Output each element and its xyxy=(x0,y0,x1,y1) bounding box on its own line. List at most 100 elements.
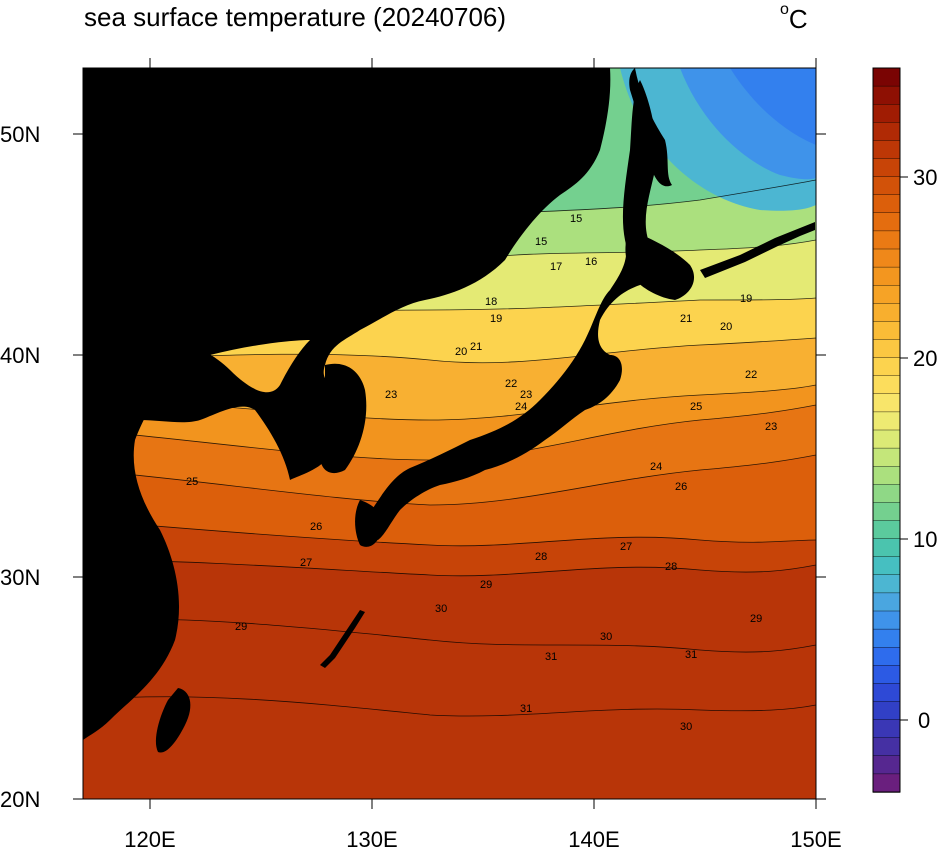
ryukyu-islands xyxy=(320,610,365,668)
colorbar-segment xyxy=(872,502,901,522)
colorbar-segment xyxy=(872,773,901,793)
hokkaido-island xyxy=(625,230,695,300)
lat-tick-labels: 50N 40N 30N 20N xyxy=(0,122,40,812)
contour-label: 23 xyxy=(765,421,777,433)
lat-tick-label: 40N xyxy=(0,343,40,368)
lon-tick-label: 140E xyxy=(568,827,619,852)
colorbar-segment xyxy=(872,701,901,721)
contour-label: 28 xyxy=(535,551,547,563)
contour-label: 19 xyxy=(740,293,752,305)
colorbar-segment xyxy=(872,194,901,214)
contour-label: 22 xyxy=(505,378,517,390)
contour-lines xyxy=(83,179,816,717)
colorbar-segment xyxy=(872,610,901,630)
contour-label: 31 xyxy=(545,651,557,663)
colorbar-tick-label: 10 xyxy=(913,527,937,552)
contour-label: 31 xyxy=(685,649,697,661)
unit-letter: C xyxy=(788,4,808,34)
contour-label: 23 xyxy=(520,389,532,401)
lat-tick-label: 20N xyxy=(0,787,40,812)
lon-tick-label: 130E xyxy=(346,827,397,852)
contour-label: 30 xyxy=(680,721,692,733)
colorbar-tick-labels: 30 20 10 0 xyxy=(913,165,937,733)
taiwan-island xyxy=(155,688,191,753)
colorbar-segment xyxy=(872,176,901,196)
colorbar xyxy=(872,67,901,793)
contour-label: 18 xyxy=(485,296,497,308)
colorbar-segment xyxy=(872,574,901,594)
colorbar-segment xyxy=(872,556,901,576)
colorbar-frame xyxy=(872,67,901,793)
contour-label: 26 xyxy=(310,521,322,533)
contour-label: 21 xyxy=(470,341,482,353)
contour-label: 26 xyxy=(675,481,687,493)
contour-label: 22 xyxy=(745,369,757,381)
colorbar-segment xyxy=(872,357,901,377)
lat-tick-marks xyxy=(73,133,826,800)
contour-label: 24 xyxy=(515,401,527,413)
contour-label: 19 xyxy=(490,313,502,325)
map-plot-area: 15 15 16 17 18 19 20 21 22 23 24 25 26 2… xyxy=(83,68,816,799)
contour-label: 29 xyxy=(235,621,247,633)
colorbar-segment xyxy=(872,158,901,178)
colorbar-segment xyxy=(872,67,901,87)
contour-label: 27 xyxy=(620,541,632,553)
colorbar-tick-label: 0 xyxy=(918,708,930,733)
colorbar-tick-marks xyxy=(900,176,908,721)
colorbar-segment xyxy=(872,411,901,431)
degree-symbol: o xyxy=(780,1,789,19)
colorbar-segment xyxy=(872,484,901,504)
colorbar-segment xyxy=(872,122,901,142)
contour-label: 15 xyxy=(570,213,582,225)
japan-islands xyxy=(368,80,657,540)
colorbar-tick-label: 20 xyxy=(913,346,937,371)
colorbar-segment xyxy=(872,447,901,467)
contour-label: 15 xyxy=(535,236,547,248)
contour-label: 31 xyxy=(520,703,532,715)
map-title: sea surface temperature (20240706) xyxy=(84,2,507,32)
colorbar-segment xyxy=(872,303,901,323)
colorbar-segment xyxy=(872,719,901,739)
lat-tick-label: 50N xyxy=(0,122,40,147)
unit-label: oC xyxy=(780,1,808,35)
colorbar-segment xyxy=(872,683,901,703)
map-frame xyxy=(82,67,817,800)
colorbar-tick-label: 30 xyxy=(913,165,937,190)
colorbar-segment xyxy=(872,285,901,305)
contour-label: 21 xyxy=(680,313,692,325)
colorbar-segment xyxy=(872,212,901,232)
contour-label: 16 xyxy=(585,256,597,268)
contour-label: 24 xyxy=(650,461,662,473)
colorbar-segment xyxy=(872,755,901,775)
contour-label-group: 15 15 16 17 18 19 20 21 22 23 24 25 26 2… xyxy=(186,213,777,733)
contour-label: 29 xyxy=(750,613,762,625)
contour-label: 29 xyxy=(480,579,492,591)
contour-label: 27 xyxy=(300,557,312,569)
colorbar-segment xyxy=(872,429,901,449)
colorbar-segment xyxy=(872,248,901,268)
korean-peninsula xyxy=(319,363,367,474)
contour-label: 25 xyxy=(690,401,702,413)
contour-label: 25 xyxy=(186,476,198,488)
contour-label: 30 xyxy=(435,603,447,615)
colorbar-segment xyxy=(872,85,901,105)
contour-label: 28 xyxy=(665,561,677,573)
colorbar-segment xyxy=(872,321,901,341)
colorbar-segment xyxy=(872,592,901,612)
lat-tick-label: 30N xyxy=(0,565,40,590)
contour-label: 20 xyxy=(455,346,467,358)
colorbar-segment xyxy=(872,103,901,123)
contour-label: 30 xyxy=(600,631,612,643)
colorbar-segment xyxy=(872,466,901,486)
colorbar-segment xyxy=(872,339,901,359)
lon-tick-label: 120E xyxy=(124,827,175,852)
colorbar-segment xyxy=(872,538,901,558)
contour-label: 23 xyxy=(385,389,397,401)
colorbar-segment xyxy=(872,628,901,648)
contour-label: 20 xyxy=(720,321,732,333)
lon-tick-label: 150E xyxy=(790,827,841,852)
kyushu-island xyxy=(355,500,383,547)
colorbar-segment xyxy=(872,520,901,540)
lon-tick-marks xyxy=(149,58,817,809)
